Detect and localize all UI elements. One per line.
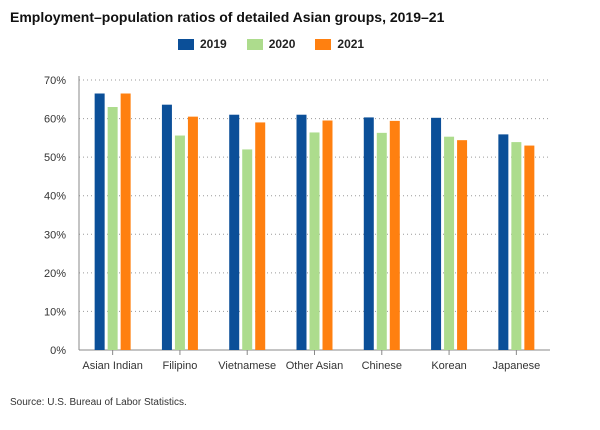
bar-2021-chinese xyxy=(389,120,400,350)
legend-swatch-2021 xyxy=(315,38,332,50)
bar-2019-korean xyxy=(431,117,442,350)
bar-2020-asian-indian xyxy=(107,107,118,350)
source-note: Source: U.S. Bureau of Labor Statistics. xyxy=(10,397,187,408)
y-tick-label: 60% xyxy=(44,114,66,126)
legend-label-2019: 2019 xyxy=(200,37,227,51)
bar-2021-vietnamese xyxy=(255,122,266,350)
chart-title: Employment–population ratios of detailed… xyxy=(10,9,445,25)
x-category-label: Other Asian xyxy=(286,360,343,372)
y-tick-label: 30% xyxy=(44,229,66,241)
bar-2019-asian-indian xyxy=(94,93,105,350)
bar-2020-vietnamese xyxy=(242,149,253,350)
x-category-label: Chinese xyxy=(362,360,402,372)
x-category-label: Asian Indian xyxy=(82,360,143,372)
bar-2021-japanese xyxy=(524,145,535,350)
y-tick-label: 10% xyxy=(44,306,66,318)
legend-swatch-2019 xyxy=(178,38,194,50)
legend-label-2021: 2021 xyxy=(337,37,365,51)
bar-2021-filipino xyxy=(187,116,198,351)
y-tick-label: 20% xyxy=(44,268,66,280)
legend-item-2020: 2020 xyxy=(246,37,296,51)
bar-2020-japanese xyxy=(511,142,522,350)
x-category-label: Filipino xyxy=(162,360,197,372)
legend-item-2021: 2021 xyxy=(315,37,364,51)
bar-2021-asian-indian xyxy=(120,93,131,350)
y-tick-label: 70% xyxy=(44,75,66,87)
bar-2021-other-asian xyxy=(322,120,333,350)
bar-2019-other-asian xyxy=(296,114,307,350)
legend: 2019 2020 2021 xyxy=(178,37,384,51)
x-category-label: Vietnamese xyxy=(218,360,276,372)
bar-2020-filipino xyxy=(174,135,185,350)
bar-2020-korean xyxy=(444,136,455,350)
legend-label-2020: 2020 xyxy=(268,37,296,51)
bar-2019-vietnamese xyxy=(229,114,240,350)
y-tick-label: 50% xyxy=(44,152,66,164)
bar-2021-korean xyxy=(457,140,468,350)
y-tick-label: 0% xyxy=(50,345,66,357)
bar-2020-other-asian xyxy=(309,132,320,350)
x-category-label: Korean xyxy=(431,360,466,372)
bar-2019-japanese xyxy=(498,134,509,350)
bar-2020-chinese xyxy=(376,132,387,350)
y-tick-label: 40% xyxy=(44,191,66,203)
legend-swatch-2020 xyxy=(246,38,263,50)
bar-2019-filipino xyxy=(161,104,172,350)
bar-2019-chinese xyxy=(363,117,374,351)
x-category-label: Japanese xyxy=(492,360,540,372)
legend-item-2019: 2019 xyxy=(178,37,227,51)
